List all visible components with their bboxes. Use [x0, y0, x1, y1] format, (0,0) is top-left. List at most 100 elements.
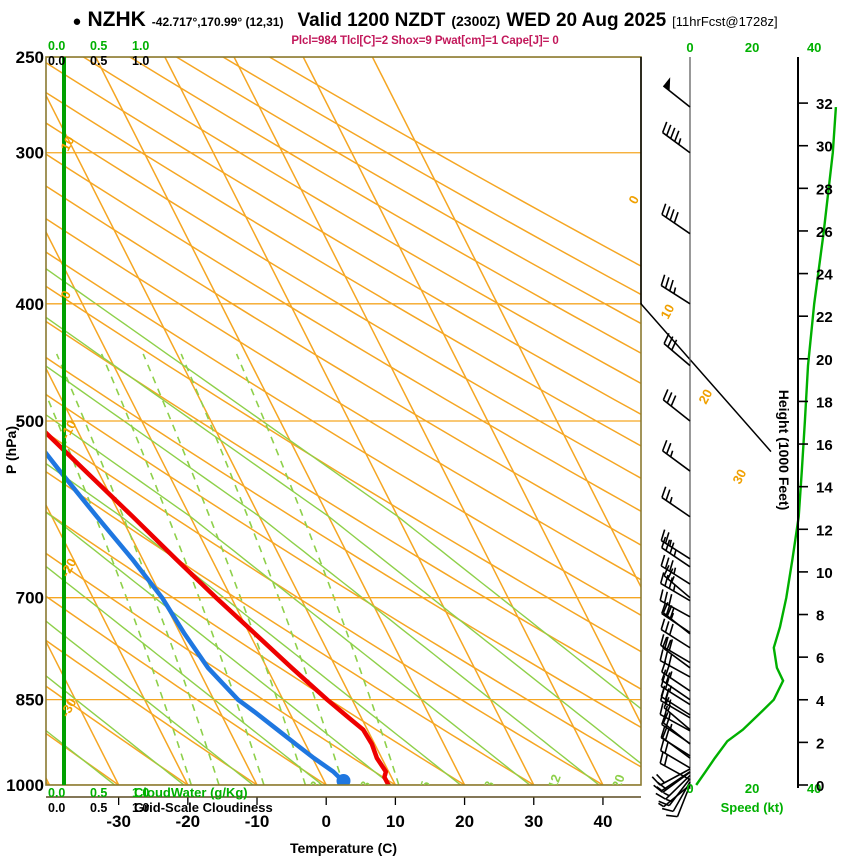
wind-barb-shaft [663, 343, 691, 367]
speed-tick-label: 20 [745, 781, 759, 796]
wind-barb-half [663, 792, 670, 797]
valid-date: WED 20 Aug 2025 [506, 10, 667, 31]
wind-barb-full [661, 536, 667, 549]
mixing-ratio-label: 2 [307, 779, 324, 791]
wind-barb-full [668, 623, 674, 636]
wind-barb-shaft [663, 575, 691, 599]
wind-barb-full [664, 557, 670, 569]
height-tick-label: 12 [816, 522, 833, 539]
pressure-tick-label: 500 [16, 412, 44, 431]
wind-barb-full [663, 564, 670, 576]
mixing-ratio-line [100, 353, 265, 785]
speed-tick-label: 20 [745, 40, 759, 55]
cloudwater-axis-label: CloudWater (g/Kg) [134, 785, 248, 800]
wind-barb-full [663, 705, 669, 718]
wind-barb-full [660, 618, 666, 630]
wind-barb-half [669, 723, 673, 731]
speed-tick-label: 0 [686, 781, 693, 796]
cloudwater-tick-label: 0.0 [48, 39, 65, 53]
wind-barb-shaft [660, 737, 691, 757]
wind-barb-full [659, 739, 665, 751]
dry-adiabat-line [129, 57, 641, 355]
wind-barb-full [669, 608, 675, 620]
dry-adiabat-line [46, 356, 641, 729]
wind-barb-full [660, 274, 666, 286]
wind-barb-full [651, 776, 661, 786]
wind-barb-half [668, 539, 673, 547]
wind-barb-full [668, 654, 673, 666]
wind-barb-full [668, 639, 674, 651]
wind-barb-shaft [660, 284, 691, 305]
wind-barb-full [663, 651, 669, 664]
height-tick-label: 28 [816, 181, 833, 198]
wind-barb-shaft [659, 762, 691, 781]
dry-adiabat-line [83, 57, 641, 385]
wind-barb-full [669, 127, 676, 139]
wind-barb-full [668, 594, 673, 606]
cloudiness-tick-label: 0.5 [90, 801, 107, 815]
wind-barb-shaft [672, 781, 691, 812]
saturated-adiabat-line [46, 316, 641, 765]
wind-barb-shaft [661, 213, 691, 235]
wind-barb-shaft [660, 749, 691, 769]
plot-border [45, 56, 642, 786]
wind-barb-shaft [660, 539, 691, 560]
dry-adiabat-line [46, 685, 189, 785]
cloudwater-tick-label: 1.0 [132, 39, 149, 53]
wind-barb-full [656, 773, 666, 784]
wind-barb-shaft [662, 646, 691, 669]
cloudiness-tick-label: 1.0 [132, 801, 149, 815]
wind-barb-full [664, 532, 670, 544]
wind-barb-shaft [660, 699, 691, 719]
dry-adiabat-label: 20 [695, 387, 715, 407]
wind-barb-full [661, 439, 668, 452]
wind-barb-shaft [665, 774, 691, 800]
wind-barb-shaft [661, 671, 691, 692]
dry-adiabat-label: 30 [729, 467, 749, 487]
wind-barb-full [660, 675, 666, 687]
cloudwater-tick-label: 0.5 [90, 786, 107, 800]
speed-tick-label: 0 [686, 40, 693, 55]
wind-barb-full [665, 672, 671, 684]
dry-adiabat-line [46, 153, 641, 513]
mixing-ratio-label: 5 [417, 779, 434, 791]
forecast-tag: [11hrFcst@1728z] [672, 14, 778, 29]
dry-adiabat-line [46, 251, 641, 617]
height-tick-label: 26 [816, 224, 833, 241]
wind-barb-half [668, 699, 672, 706]
height-tick-label: 6 [816, 650, 824, 667]
profile-curve-temperature [46, 429, 391, 785]
isotherm-line [46, 503, 189, 785]
height-tick-label: 20 [816, 352, 833, 369]
dry-adiabat-line [46, 393, 641, 768]
height-tick-label: 4 [816, 693, 825, 710]
wind-barb-shaft [660, 628, 691, 649]
dry-adiabat-line [46, 61, 641, 416]
wind-barb-full [660, 726, 666, 738]
height-tick-label: 24 [816, 267, 833, 284]
dry-adiabat-line [46, 285, 641, 653]
zulu-time: (2300Z) [451, 13, 501, 29]
wind-barb-shaft [676, 784, 691, 817]
plot-border-upper-right [640, 57, 642, 305]
wind-barb-full [664, 574, 669, 587]
height-axis-label: Height (1000 Feet) [776, 390, 792, 511]
wind-barb-full [665, 489, 671, 501]
mixing-ratio-label: 20 [609, 772, 628, 791]
dry-adiabat-line [46, 122, 641, 480]
wind-barb-full [671, 339, 678, 351]
dry-adiabat-line [46, 639, 258, 785]
wind-barb-full [661, 636, 668, 648]
wind-barb-full [661, 602, 667, 614]
pressure-axis: 250 300 400 500 700 850 1000 [6, 48, 44, 795]
wind-barb-shaft [662, 131, 691, 154]
cloudwater-tick-label: 1.0 [132, 786, 149, 800]
wind-barb-full [665, 442, 672, 455]
wind-barb-full [659, 649, 664, 661]
height-tick-label: 32 [816, 96, 833, 113]
mixing-ratio-label: 12 [545, 772, 564, 791]
surface-parcel-marker [336, 774, 351, 785]
grid-layer [46, 57, 641, 785]
wind-barb-full [661, 203, 667, 215]
